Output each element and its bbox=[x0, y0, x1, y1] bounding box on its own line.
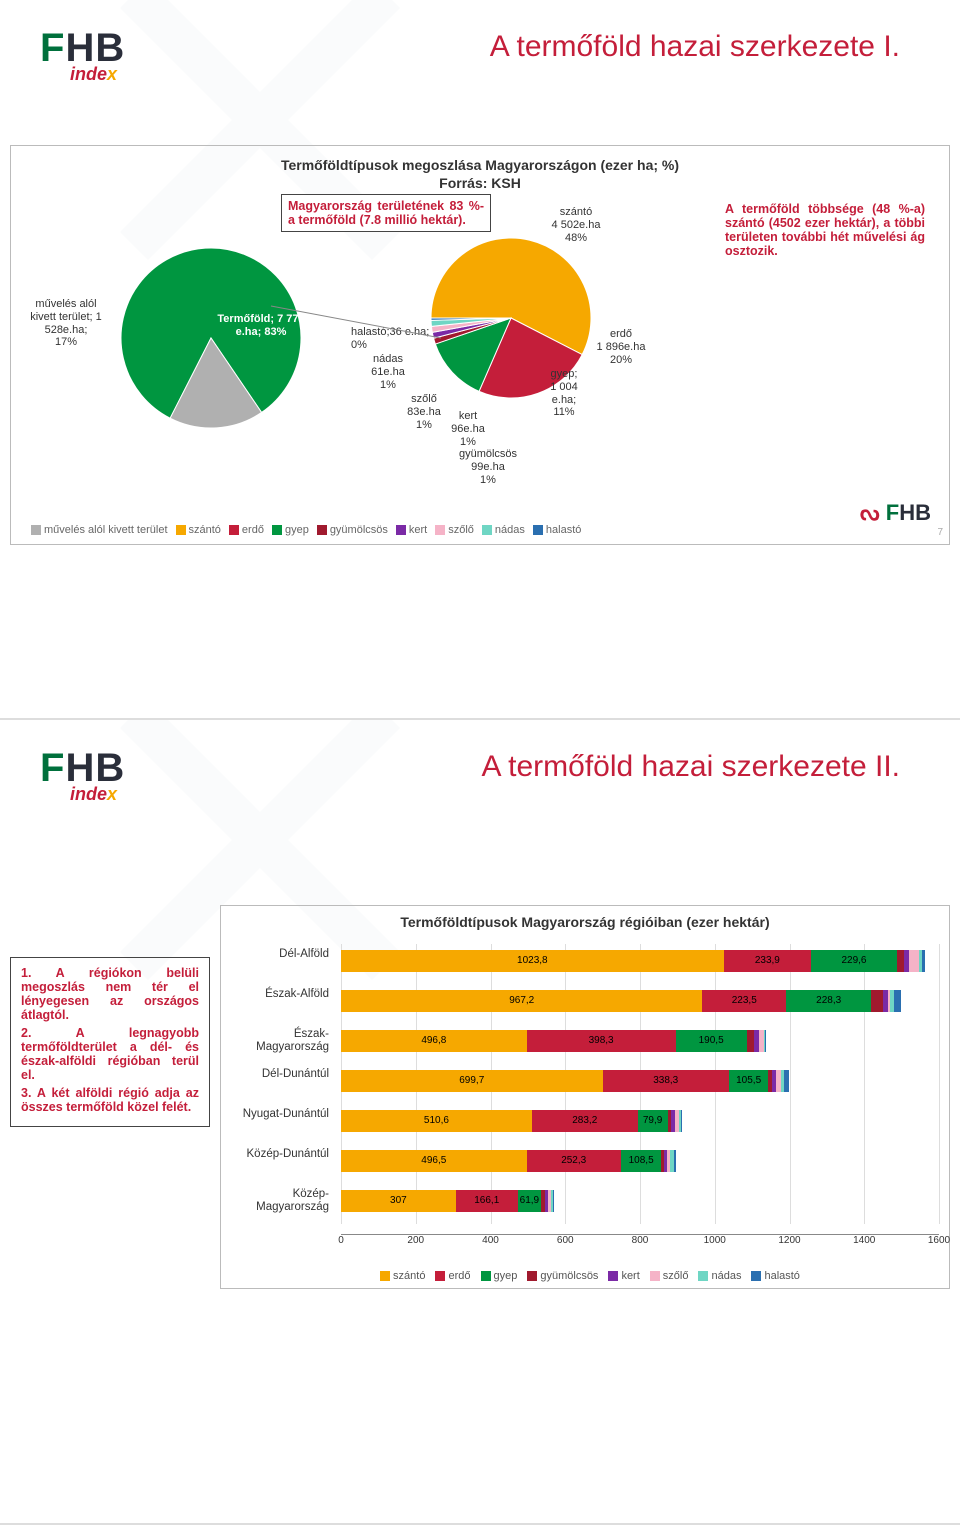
bar-category: Észak-Magyarország bbox=[225, 1028, 335, 1053]
x-tick: 600 bbox=[557, 1235, 574, 1246]
fhb-small-logo: ᔓ FHB bbox=[860, 500, 931, 526]
slide2-legend: szántóerdőgyepgyümölcsöskertszőlőnádasha… bbox=[231, 1270, 939, 1282]
bar-segment bbox=[674, 1150, 675, 1172]
x-tick: 1000 bbox=[704, 1235, 726, 1246]
x-tick: 400 bbox=[482, 1235, 499, 1246]
bar-segment: 252,3 bbox=[527, 1150, 621, 1172]
slide2-chart: Termőföldtípusok Magyarország régióiban … bbox=[220, 905, 950, 1289]
x-tick: 1400 bbox=[853, 1235, 875, 1246]
bar-segment: 229,6 bbox=[811, 950, 897, 972]
bar-segment: 166,1 bbox=[456, 1190, 518, 1212]
bar-segment bbox=[553, 1190, 554, 1212]
x-tick: 1200 bbox=[778, 1235, 800, 1246]
bar-segment: 283,2 bbox=[532, 1110, 638, 1132]
bar-segment: 105,5 bbox=[729, 1070, 768, 1092]
fhb-logo: FHB index bbox=[40, 30, 125, 85]
page-number: 7 bbox=[937, 527, 943, 538]
bar-category: Közép-Magyarország bbox=[225, 1188, 335, 1213]
x-tick: 1600 bbox=[928, 1235, 950, 1246]
bar-segment: 699,7 bbox=[341, 1070, 603, 1092]
slide2-left-box: 1. A régiókon belüli megoszlás nem tér e… bbox=[10, 957, 210, 1127]
bar-segment: 61,9 bbox=[518, 1190, 541, 1212]
bar-category: Nyugat-Dunántúl bbox=[225, 1108, 335, 1121]
slide1-legend: művelés alól kivett területszántóerdőgye… bbox=[23, 524, 869, 536]
bar-segment: 79,9 bbox=[638, 1110, 668, 1132]
bar-segment: 223,5 bbox=[702, 990, 786, 1012]
bar-segment: 398,3 bbox=[527, 1030, 676, 1052]
bar-segment: 1023,8 bbox=[341, 950, 724, 972]
bar-segment: 496,5 bbox=[341, 1150, 527, 1172]
fhb-logo: FHB index bbox=[40, 750, 125, 805]
bar-segment: 510,6 bbox=[341, 1110, 532, 1132]
slide-2: FHB index A termőföld hazai szerkezete I… bbox=[0, 720, 960, 1525]
slide2-title: A termőföld hazai szerkezete II. bbox=[125, 750, 920, 784]
magbox: Magyarország területének 83 %-a termőföl… bbox=[281, 194, 491, 232]
slide-1: FHB index A termőföld hazai szerkezete I… bbox=[0, 0, 960, 720]
bar-category: Észak-Alföld bbox=[225, 988, 335, 1001]
index-label: index bbox=[70, 64, 125, 85]
bar-segment bbox=[765, 1030, 766, 1052]
bar-segment bbox=[922, 950, 924, 972]
bar-category: Dél-Alföld bbox=[225, 948, 335, 961]
pie-area: Magyarország területének 83 %-a termőföl… bbox=[21, 198, 939, 498]
bar-segment bbox=[897, 950, 904, 972]
bar-segment: 233,9 bbox=[724, 950, 811, 972]
bar-segment bbox=[871, 990, 882, 1012]
bar-category: Dél-Dunántúl bbox=[225, 1068, 335, 1081]
left-point: 1. A régiókon belüli megoszlás nem tér e… bbox=[21, 966, 199, 1022]
bar-segment: 967,2 bbox=[341, 990, 702, 1012]
connector-lines bbox=[21, 198, 939, 498]
slide1-chart-title: Termőföldtípusok megoszlása Magyarország… bbox=[21, 156, 939, 192]
x-tick: 800 bbox=[632, 1235, 649, 1246]
bar-segment bbox=[747, 1030, 754, 1052]
bar-segment: 496,8 bbox=[341, 1030, 527, 1052]
bar-segment: 190,5 bbox=[676, 1030, 747, 1052]
slide1-chart-box: Termőföldtípusok megoszlása Magyarország… bbox=[10, 145, 950, 545]
bar-segment bbox=[784, 1070, 788, 1092]
left-point: 2. A legnagyobb termőföldterület a dél- … bbox=[21, 1026, 199, 1082]
bar-segment bbox=[681, 1110, 682, 1132]
bar-segment: 307 bbox=[341, 1190, 456, 1212]
x-tick: 200 bbox=[407, 1235, 424, 1246]
left-point: 3. A két alföldi régió adja az összes te… bbox=[21, 1086, 199, 1114]
bar-category: Közép-Dunántúl bbox=[225, 1148, 335, 1161]
slide2-chart-title: Termőföldtípusok Magyarország régióiban … bbox=[231, 914, 939, 930]
index-label: index bbox=[70, 784, 125, 805]
bar-segment: 228,3 bbox=[786, 990, 871, 1012]
bar-segment: 108,5 bbox=[621, 1150, 662, 1172]
bar-segment bbox=[894, 990, 901, 1012]
bar-segment bbox=[909, 950, 918, 972]
x-tick: 0 bbox=[338, 1235, 344, 1246]
bar-segment: 338,3 bbox=[603, 1070, 729, 1092]
slide1-title: A termőföld hazai szerkezete I. bbox=[125, 30, 920, 64]
